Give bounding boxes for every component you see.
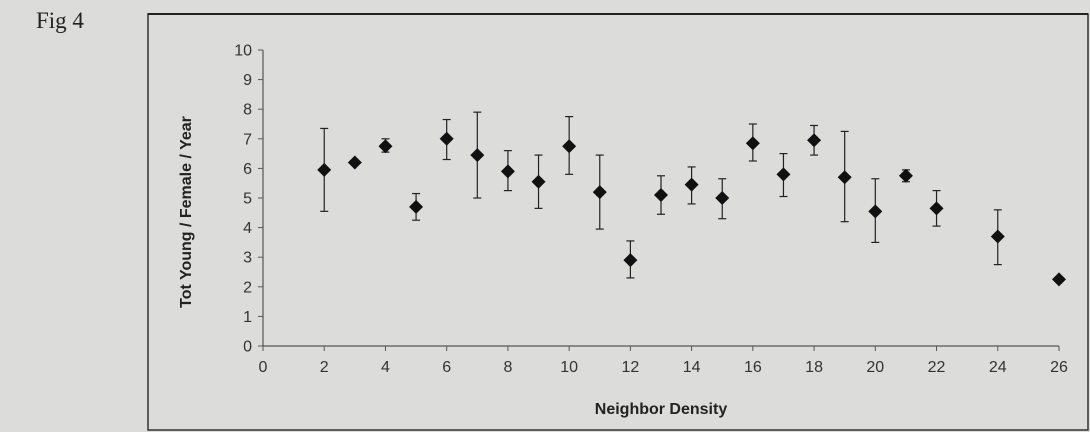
y-tick-label: 10: [234, 43, 252, 60]
x-tick-label: 4: [381, 359, 390, 376]
error-bars-group: [320, 111, 1002, 279]
data-point-diamond: [347, 155, 362, 170]
y-tick-label: 2: [243, 279, 252, 296]
data-point-diamond: [837, 170, 852, 185]
data-point-diamond: [715, 191, 730, 205]
y-tick-label: 0: [243, 339, 252, 356]
y-tick-label: 7: [243, 131, 252, 148]
x-tick-label: 0: [259, 359, 268, 376]
x-tick-label: 26: [1050, 359, 1068, 376]
data-point-diamond: [500, 164, 515, 179]
data-point-diamond: [776, 167, 791, 182]
y-tick-label: 6: [243, 161, 252, 178]
data-point-diamond: [409, 199, 424, 214]
data-point-diamond: [470, 148, 485, 163]
data-point-diamond: [378, 139, 393, 154]
y-axis-title: Tot Young / Female / Year: [178, 116, 195, 308]
data-point-diamond: [623, 253, 638, 268]
x-tick-label: 10: [560, 359, 578, 376]
x-tick-label: 20: [866, 359, 884, 376]
data-point-diamond: [898, 168, 913, 183]
data-point-diamond: [439, 131, 454, 146]
data-point-diamond: [592, 185, 607, 200]
data-point-diamond: [317, 162, 332, 177]
y-tick-label: 4: [243, 220, 252, 237]
x-tick-label: 8: [503, 359, 512, 376]
x-tick-label: 24: [989, 359, 1007, 376]
y-tick-label: 5: [243, 191, 252, 208]
chart-frame: [147, 13, 1089, 431]
x-axis-title: Neighbor Density: [595, 401, 728, 418]
x-tick-label: 22: [928, 359, 946, 376]
data-point-diamond: [929, 201, 944, 216]
y-tick-label: 3: [243, 250, 252, 267]
data-point-diamond: [531, 174, 546, 189]
y-tick-label: 1: [243, 309, 252, 326]
data-point-diamond: [684, 177, 699, 192]
y-tick-label: 9: [243, 72, 252, 89]
data-point-diamond: [654, 188, 668, 203]
markers-group: [317, 131, 1066, 287]
x-tick-label: 2: [320, 359, 329, 376]
data-point-diamond: [562, 139, 577, 154]
x-tick-label: 18: [805, 359, 823, 376]
x-tick-label: 16: [744, 359, 762, 376]
data-point-diamond: [990, 229, 1005, 244]
x-tick-label: 6: [442, 359, 451, 376]
x-tick-label: 14: [683, 359, 701, 376]
data-point-diamond: [807, 133, 822, 148]
data-point-diamond: [868, 204, 883, 219]
data-point-diamond: [745, 136, 760, 151]
figure-label: Fig 4: [36, 8, 84, 33]
data-point-diamond: [1052, 272, 1066, 287]
y-tick-label: 8: [243, 102, 252, 119]
x-tick-label: 12: [621, 359, 639, 376]
